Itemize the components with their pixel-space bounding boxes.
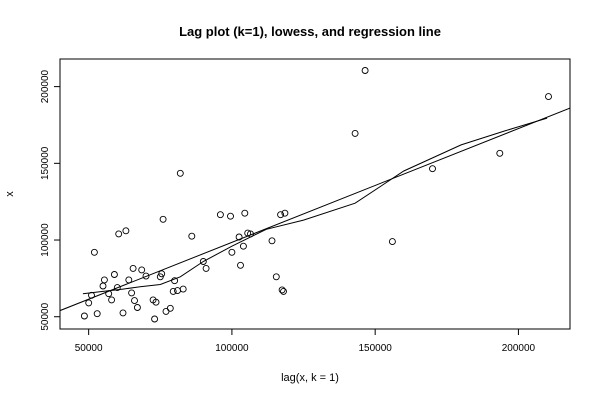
data-point (281, 209, 289, 217)
data-point (278, 286, 286, 294)
lowess-curve (82, 117, 548, 295)
data-point (159, 215, 167, 223)
x-tick-label: 100000 (215, 343, 249, 354)
plot-frame (59, 58, 571, 330)
y-tick-label: 200000 (40, 69, 51, 103)
data-point (125, 276, 133, 284)
y-axis-label: x (4, 191, 16, 197)
data-point (166, 304, 174, 312)
data-point (113, 284, 121, 292)
regression-line (60, 107, 570, 312)
x-tick-label: 50000 (75, 343, 103, 354)
data-point (171, 277, 179, 285)
data-point (152, 298, 160, 306)
data-point (138, 266, 146, 274)
data-point (88, 291, 95, 299)
data-point (545, 93, 552, 101)
data-point (169, 287, 177, 295)
data-point (128, 289, 136, 297)
y-tick-label: 150000 (40, 146, 51, 180)
data-point (202, 264, 210, 272)
data-point (227, 212, 234, 220)
data-point (119, 309, 127, 317)
data-point (188, 232, 196, 240)
data-point (80, 312, 88, 320)
data-point (122, 227, 130, 235)
data-point (244, 229, 252, 237)
data-point (237, 261, 244, 269)
data-point (268, 237, 276, 245)
data-point (239, 242, 247, 250)
data-point (142, 272, 150, 280)
data-point (179, 285, 187, 293)
data-point (496, 149, 504, 157)
y-tick-label: 100000 (40, 223, 51, 257)
data-point (280, 287, 287, 295)
data-point (228, 248, 236, 256)
data-point (129, 264, 137, 272)
x-axis-label: lag(x, k = 1) (281, 372, 339, 384)
chart-title: Lag plot (k=1), lowess, and regression l… (179, 24, 441, 39)
data-point (108, 296, 116, 304)
plot-layer: 50000 100000 150000 200000 50000 100000 150000… (40, 67, 570, 354)
data-point (85, 299, 93, 307)
data-point (93, 310, 101, 318)
data-point (176, 169, 184, 177)
data-point (429, 165, 436, 173)
x-tick-label: 150000 (358, 343, 392, 354)
x-tick-label: 200000 (502, 343, 536, 354)
data-point (115, 230, 123, 238)
data-point (90, 248, 98, 256)
data-point (131, 297, 138, 305)
data-point (133, 304, 141, 311)
y-tick-label: 50000 (40, 302, 51, 330)
data-point (100, 276, 108, 284)
data-point (277, 211, 285, 219)
data-point (199, 258, 207, 265)
data-point (105, 290, 113, 298)
data-point (351, 129, 359, 137)
data-point (216, 211, 224, 219)
data-point (110, 271, 118, 278)
data-point (272, 273, 280, 281)
data-point (235, 233, 243, 241)
data-point (241, 209, 249, 217)
data-point (247, 230, 254, 238)
data-point (151, 315, 159, 323)
data-point (361, 67, 369, 74)
data-point (158, 270, 166, 278)
data-point (388, 238, 396, 246)
